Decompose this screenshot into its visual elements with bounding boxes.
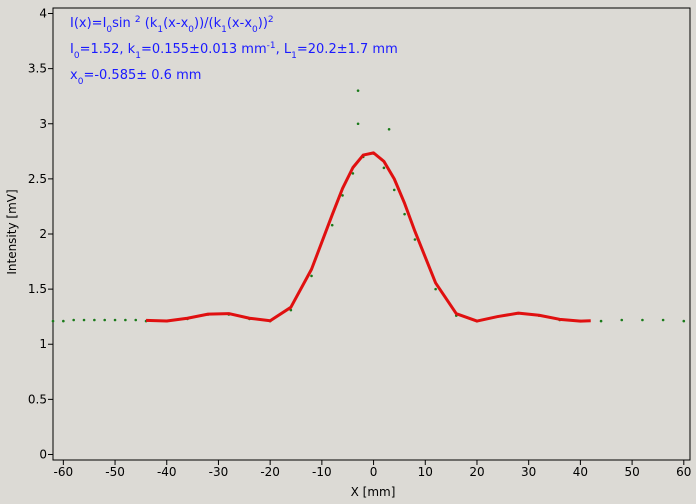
y-axis-label: Intensity [mV] xyxy=(5,189,19,274)
x-tick-label: -20 xyxy=(260,465,280,479)
data-point xyxy=(413,238,417,241)
data-point xyxy=(82,318,86,322)
data-point xyxy=(356,122,360,126)
data-point xyxy=(382,166,386,170)
fit-curve xyxy=(146,151,591,323)
x-tick-label: -10 xyxy=(312,465,332,479)
data-point xyxy=(62,319,65,323)
x-tick-label: 10 xyxy=(418,465,433,479)
data-point xyxy=(620,318,624,322)
y-tick-label: 0 xyxy=(39,447,47,461)
annotation: I(x)=I0sin 2 (k1(x-x0))/(k1(x-x0))2 xyxy=(70,15,274,35)
annotation: I0=1.52, k1=0.155±0.013 mm-1, L1=20.2±1.… xyxy=(70,41,398,61)
annotation: x0=-0.585± 0.6 mm xyxy=(70,68,201,87)
x-tick-label: 0 xyxy=(370,465,378,479)
data-point xyxy=(93,318,96,322)
x-tick-label: 20 xyxy=(469,465,484,479)
data-point xyxy=(356,89,360,92)
data-point xyxy=(51,319,55,323)
x-tick-label: 40 xyxy=(573,465,588,479)
y-tick-label: 3.5 xyxy=(28,62,47,76)
data-point xyxy=(641,318,644,322)
data-point xyxy=(72,318,75,322)
x-tick-label: 60 xyxy=(676,465,691,479)
y-tick-label: 1.5 xyxy=(28,282,47,296)
data-point xyxy=(682,319,686,323)
data-point xyxy=(661,318,665,322)
y-tick-label: 0.5 xyxy=(28,392,47,406)
data-point xyxy=(330,223,334,227)
data-point xyxy=(113,318,117,322)
data-point xyxy=(134,318,138,322)
data-point xyxy=(403,212,406,216)
y-tick-label: 3 xyxy=(39,117,47,131)
x-axis-label: X [mm] xyxy=(351,485,396,499)
x-tick-label: -30 xyxy=(209,465,229,479)
data-point xyxy=(310,274,313,278)
x-tick-label: 30 xyxy=(521,465,536,479)
data-point xyxy=(103,318,107,322)
x-tick-label: 50 xyxy=(624,465,639,479)
data-point xyxy=(434,287,437,291)
x-tick-label: -40 xyxy=(157,465,177,479)
y-tick-label: 1 xyxy=(39,337,47,351)
x-tick-label: -50 xyxy=(105,465,125,479)
data-point xyxy=(124,318,127,322)
data-point xyxy=(392,188,396,192)
y-tick-label: 2.5 xyxy=(28,172,47,186)
y-tick-label: 4 xyxy=(39,7,47,21)
y-tick-label: 2 xyxy=(39,227,47,241)
data-point xyxy=(387,127,391,131)
data-point xyxy=(351,172,355,175)
x-tick-label: -60 xyxy=(54,465,74,479)
data-point xyxy=(341,194,344,197)
data-point xyxy=(599,319,603,323)
